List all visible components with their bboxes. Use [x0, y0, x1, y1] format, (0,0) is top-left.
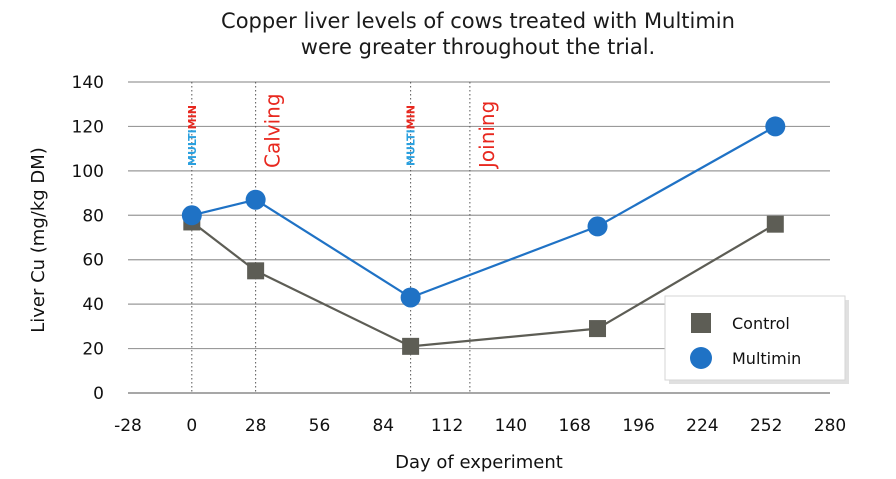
x-axis-ticks: -28 0 28 56 84 112 140 168 196 224 252 280 — [114, 416, 846, 436]
x-tick-label: 56 — [309, 416, 331, 436]
data-point-multimin — [765, 116, 786, 137]
treatment-label-part: MIN — [186, 105, 199, 129]
x-tick-label: 196 — [622, 416, 654, 436]
y-axis-ticks: 0 20 40 60 80 100 120 140 — [72, 73, 104, 404]
chart-title-line: were greater throughout the trial. — [301, 35, 655, 59]
data-point-control — [589, 320, 607, 338]
y-tick-label: 120 — [72, 117, 104, 137]
event-markers: MULTIMIN Calving MULTIMIN Joining — [186, 82, 499, 393]
data-point-control — [247, 262, 265, 280]
y-tick-label: 20 — [82, 340, 104, 360]
x-tick-label: 28 — [245, 416, 267, 436]
chart-title-line: Copper liver levels of cows treated with… — [221, 9, 735, 33]
data-point-multimin — [400, 287, 421, 308]
y-tick-label: 100 — [72, 162, 104, 182]
data-point-multimin — [587, 216, 608, 237]
data-point-multimin — [181, 205, 202, 226]
axis-titles: Day of experiment Liver Cu (mg/kg DM) — [28, 147, 563, 473]
x-tick-label: 252 — [750, 416, 782, 436]
y-tick-label: 0 — [93, 384, 104, 404]
grid-lines — [128, 81, 830, 394]
x-tick-label: 0 — [186, 416, 197, 436]
data-series — [181, 116, 786, 355]
x-tick-label: 84 — [372, 416, 394, 436]
event-label-joining: Joining — [475, 101, 499, 170]
x-tick-label: 140 — [495, 416, 527, 436]
legend-label-control: Control — [732, 314, 790, 333]
data-point-control — [766, 215, 784, 233]
x-axis-title: Day of experiment — [395, 452, 563, 473]
legend-swatch-control — [691, 313, 711, 333]
treatment-label-part: MULTI — [186, 129, 199, 166]
y-tick-label: 60 — [82, 251, 104, 271]
legend: Control Multimin — [664, 295, 849, 384]
x-tick-label: 168 — [559, 416, 591, 436]
y-axis-title: Liver Cu (mg/kg DM) — [28, 147, 49, 333]
data-point-multimin — [245, 189, 266, 210]
legend-label-multimin: Multimin — [732, 349, 801, 368]
chart-title: Copper liver levels of cows treated with… — [221, 9, 735, 59]
x-tick-label: 112 — [431, 416, 463, 436]
x-tick-label: 280 — [814, 416, 846, 436]
legend-swatch-multimin — [690, 347, 712, 369]
x-tick-label: 224 — [686, 416, 718, 436]
x-tick-label: -28 — [114, 416, 142, 436]
treatment-label: MULTIMIN — [186, 105, 199, 166]
event-label-calving: Calving — [261, 93, 285, 168]
y-tick-label: 80 — [82, 206, 104, 226]
treatment-label: MULTIMIN — [405, 105, 418, 166]
treatment-label-part: MIN — [405, 105, 418, 129]
y-tick-label: 40 — [82, 295, 104, 315]
data-point-control — [402, 337, 420, 355]
treatment-label-part: MULTI — [405, 129, 418, 166]
y-tick-label: 140 — [72, 73, 104, 93]
